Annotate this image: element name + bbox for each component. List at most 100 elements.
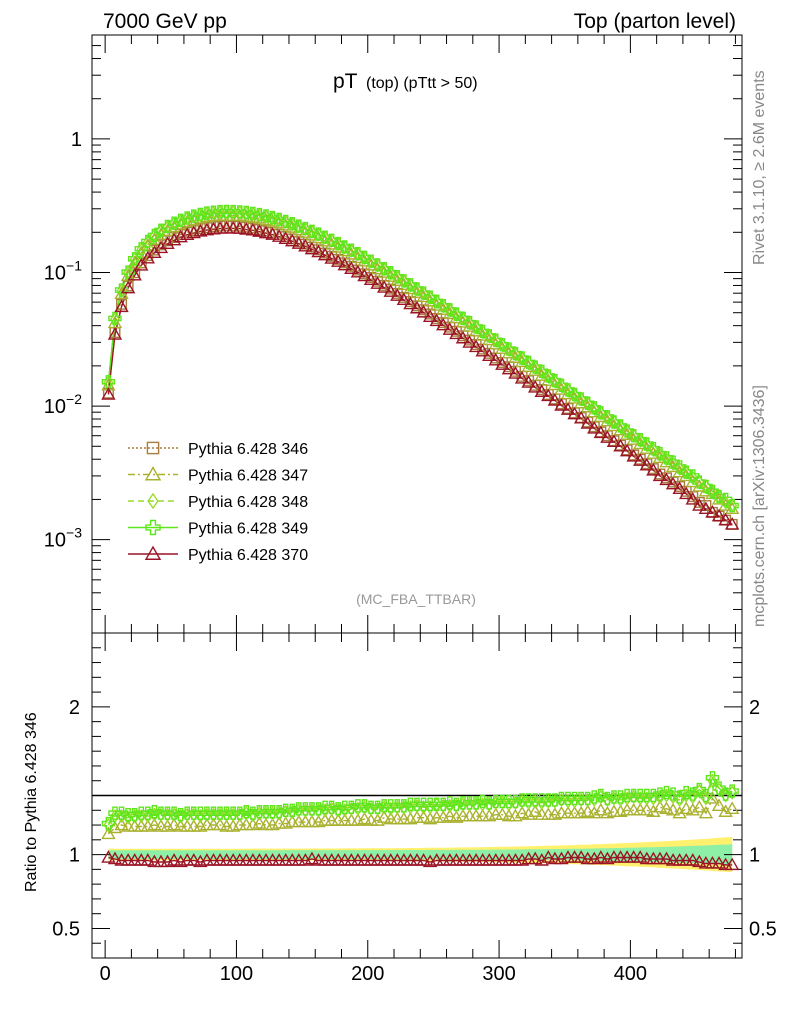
data-point — [258, 225, 274, 239]
data-point — [639, 802, 655, 816]
data-point — [705, 771, 720, 785]
data-point — [129, 808, 140, 824]
data-point — [580, 804, 595, 817]
data-point — [173, 808, 188, 822]
data-point — [705, 484, 720, 499]
y-tick-label-right: 1 — [749, 845, 760, 867]
legend-label: Pythia 6.428 348 — [188, 494, 308, 511]
x-tick-labels: 0 100 200 300 400 — [100, 963, 648, 985]
data-point — [653, 787, 667, 801]
data-point — [698, 805, 714, 819]
data-point — [711, 508, 727, 522]
data-point — [482, 796, 496, 810]
header-left-label: 7000 GeV pp — [103, 10, 227, 33]
data-point — [267, 806, 278, 821]
data-point — [228, 807, 239, 822]
y-tick-label: 1 — [71, 129, 82, 151]
data-point — [501, 361, 517, 375]
data-point — [560, 402, 576, 415]
data-point — [180, 211, 194, 225]
data-point — [659, 472, 674, 486]
data-point — [146, 441, 160, 455]
rivet-label: Rivet 3.1.10, ≥ 2.6M events — [751, 70, 768, 265]
data-point — [693, 496, 705, 508]
data-point — [626, 448, 641, 462]
data-point — [581, 791, 595, 806]
data-point — [681, 788, 692, 803]
data-point — [160, 219, 175, 234]
data-point — [548, 373, 562, 388]
data-point — [291, 236, 307, 249]
data-point — [233, 806, 247, 820]
data-point — [101, 816, 116, 831]
data-point — [252, 816, 267, 829]
data-point — [101, 387, 116, 400]
data-point — [317, 247, 333, 261]
data-point — [600, 410, 615, 424]
plot-title-sub: (top) (pTtt > 50) — [366, 75, 478, 92]
data-point — [685, 492, 700, 505]
data-point — [692, 799, 707, 813]
data-point — [160, 236, 175, 250]
data-point — [259, 209, 273, 223]
data-point — [619, 443, 635, 457]
x-tick-label: 100 — [220, 963, 253, 985]
data-point — [687, 491, 699, 503]
data-point — [134, 258, 149, 271]
legend-entry: Pythia 6.428 346 — [128, 441, 308, 458]
data-point — [221, 807, 232, 822]
data-point — [724, 517, 740, 530]
data-point — [514, 371, 530, 384]
data-point — [527, 379, 543, 393]
data-point — [573, 410, 589, 424]
data-point — [166, 232, 182, 246]
data-point — [166, 817, 182, 831]
data-point — [239, 205, 253, 220]
data-point — [208, 807, 219, 822]
data-point — [438, 798, 449, 814]
data-point — [633, 850, 648, 863]
data-point — [718, 787, 733, 801]
header-right-label: Top (parton level) — [574, 10, 736, 33]
data-point — [107, 820, 123, 834]
data-point — [278, 231, 293, 245]
data-point — [168, 232, 180, 244]
data-point — [252, 207, 267, 222]
data-point — [652, 468, 668, 482]
data-point — [672, 460, 687, 474]
data-point — [278, 214, 293, 229]
data-point — [587, 421, 602, 434]
x-tick-label: 0 — [100, 963, 111, 985]
data-point — [659, 851, 674, 865]
ratio-y-tick-labels: 0.5 0.5 1 1 2 2 — [52, 697, 777, 941]
data-point — [331, 802, 345, 816]
data-point — [214, 807, 226, 822]
data-point — [145, 519, 161, 536]
data-point — [300, 803, 311, 818]
data-point — [576, 792, 587, 808]
data-point — [306, 803, 318, 818]
data-point — [495, 807, 510, 820]
data-point — [567, 406, 582, 420]
data-point — [107, 851, 123, 865]
data-point — [606, 434, 622, 448]
y-tick-label: 1 — [69, 845, 80, 867]
data-point — [646, 804, 661, 817]
data-point — [324, 251, 339, 264]
data-point — [469, 796, 483, 810]
data-point — [665, 802, 681, 816]
data-point — [116, 808, 127, 824]
data-point — [311, 244, 326, 258]
data-point — [547, 393, 563, 406]
data-point — [679, 785, 693, 800]
data-point — [134, 242, 148, 256]
legend: Pythia 6.428 346 Pythia 6.428 347 Pythia 6… — [128, 441, 308, 564]
y-tick-label: 0.5 — [52, 918, 80, 940]
data-point — [548, 793, 562, 807]
data-point — [639, 457, 655, 471]
data-point — [411, 798, 423, 814]
data-point — [333, 803, 344, 818]
data-point — [678, 801, 694, 814]
